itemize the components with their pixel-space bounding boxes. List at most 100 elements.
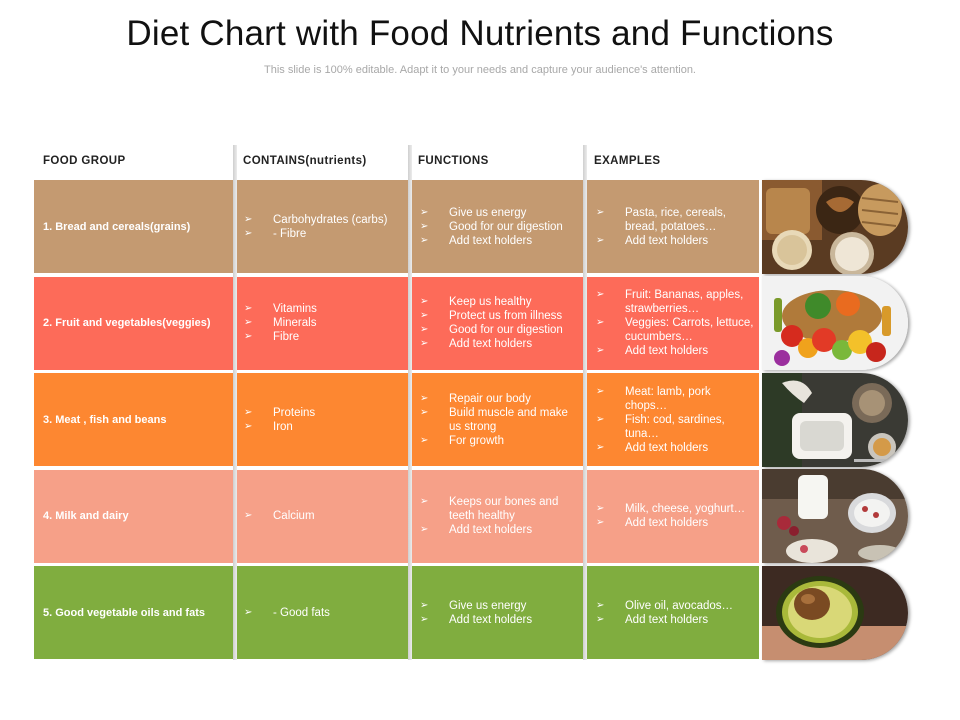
nutrient-item: ➢ Vitamins xyxy=(237,302,409,316)
arrow-bullet-icon: ➢ xyxy=(420,296,429,307)
arrow-bullet-icon: ➢ xyxy=(596,206,605,218)
function-item: ➢ Give us energy xyxy=(413,599,585,613)
example-text: Meat: lamb, pork chops… xyxy=(625,385,711,412)
arrow-bullet-icon: ➢ xyxy=(244,510,253,521)
arrow-bullet-icon: ➢ xyxy=(596,441,605,453)
function-item: ➢ Repair our body xyxy=(413,392,585,406)
nutrient-item: ➢ Calcium xyxy=(237,509,409,523)
example-text: Add text holders xyxy=(625,234,709,247)
nutrient-text: Vitamins xyxy=(273,303,317,315)
function-text: Add text holders xyxy=(449,524,533,536)
example-item: ➢ Veggies: Carrots, lettuce, cucumbers… xyxy=(589,316,759,344)
header-functions: FUNCTIONS xyxy=(418,155,489,167)
function-text: Protect us from illness xyxy=(449,310,563,322)
example-item: ➢ Add text holders xyxy=(589,344,759,358)
example-item: ➢ Meat: lamb, pork chops… xyxy=(589,385,759,413)
function-item: ➢ Good for our digestion xyxy=(413,220,585,234)
arrow-bullet-icon: ➢ xyxy=(420,324,429,335)
arrow-bullet-icon: ➢ xyxy=(596,385,605,397)
arrow-bullet-icon: ➢ xyxy=(596,599,605,611)
table-row: 5. Good vegetable oils and fats ➢ - Good f… xyxy=(34,566,759,659)
arrow-bullet-icon: ➢ xyxy=(420,599,429,611)
nutrient-item: ➢ Minerals xyxy=(237,316,409,330)
fruit-vegetables-photo xyxy=(762,276,908,370)
example-item: ➢ Add text holders xyxy=(589,613,759,627)
food-group-label: 1. Bread and cereals(grains) xyxy=(43,220,191,233)
food-group-label: 3. Meat , fish and beans xyxy=(43,413,167,426)
food-group-label: 4. Milk and dairy xyxy=(43,510,129,522)
arrow-bullet-icon: ➢ xyxy=(244,406,253,418)
arrow-bullet-icon: ➢ xyxy=(244,606,253,618)
header-examples: EXAMPLES xyxy=(594,155,661,167)
table-row: 3. Meat , fish and beans ➢ Proteins ➢ Iron ➢ R… xyxy=(34,373,759,466)
example-text: Add text holders xyxy=(625,441,709,454)
arrow-bullet-icon: ➢ xyxy=(596,317,605,328)
function-item: ➢ Add text holders xyxy=(413,337,585,351)
nutrient-item: ➢ Proteins xyxy=(237,406,409,420)
arrow-bullet-icon: ➢ xyxy=(420,310,429,321)
arrow-bullet-icon: ➢ xyxy=(420,234,429,246)
example-cell: ➢ Olive oil, avocados… ➢ Add text holders xyxy=(589,566,759,659)
arrow-bullet-icon: ➢ xyxy=(244,420,253,432)
example-text: Add text holders xyxy=(625,345,709,357)
table-row: 1. Bread and cereals(grains) ➢ Carbohydrat… xyxy=(34,180,759,273)
example-cell: ➢ Pasta, rice, cereals, bread, potatoes… ➢… xyxy=(589,180,759,273)
function-item: ➢ Keeps our bones and teeth healthy xyxy=(413,495,585,523)
function-cell: ➢ Keeps our bones and teeth healthy ➢ Add t… xyxy=(413,470,585,563)
arrow-bullet-icon: ➢ xyxy=(596,613,605,625)
function-text: Add text holders xyxy=(449,613,533,626)
example-text: Add text holders xyxy=(625,517,709,529)
example-text: Add text holders xyxy=(625,613,709,626)
nutrient-item: ➢ Fibre xyxy=(237,330,409,344)
nutrient-cell: ➢ - Good fats xyxy=(237,566,409,659)
nutrient-item: ➢ Iron xyxy=(237,420,409,434)
arrow-bullet-icon: ➢ xyxy=(420,434,429,446)
function-item: ➢ Build muscle and make us strong xyxy=(413,406,585,434)
nutrient-cell: ➢ Vitamins ➢ Minerals ➢ Fibre xyxy=(237,277,409,370)
example-text: Pasta, rice, cereals, bread, potatoes… xyxy=(625,206,726,233)
arrow-bullet-icon: ➢ xyxy=(420,496,429,507)
arrow-bullet-icon: ➢ xyxy=(244,213,253,225)
function-item: ➢ Give us energy xyxy=(413,206,585,220)
food-group-label: 2. Fruit and vegetables(veggies) xyxy=(43,317,211,329)
function-cell: ➢ Keep us healthy ➢ Protect us from illness… xyxy=(413,277,585,370)
function-item: ➢ Keep us healthy xyxy=(413,295,585,309)
arrow-bullet-icon: ➢ xyxy=(596,503,605,514)
function-text: Repair our body xyxy=(449,392,531,405)
function-item: ➢ For growth xyxy=(413,434,585,448)
nutrient-item: ➢ - Good fats xyxy=(237,606,409,620)
arrow-bullet-icon: ➢ xyxy=(596,234,605,246)
example-text: Olive oil, avocados… xyxy=(625,599,734,612)
arrow-bullet-icon: ➢ xyxy=(244,331,253,342)
example-text: Milk, cheese, yoghurt… xyxy=(625,503,746,515)
nutrient-text: - Good fats xyxy=(273,606,330,619)
milk-dairy-photo xyxy=(762,469,908,563)
avocado-photo xyxy=(762,565,908,660)
arrow-bullet-icon: ➢ xyxy=(420,524,429,535)
example-item: ➢ Add text holders xyxy=(589,516,759,530)
function-item: ➢ Protect us from illness xyxy=(413,309,585,323)
nutrient-cell: ➢ Proteins ➢ Iron xyxy=(237,373,409,466)
function-text: Add text holders xyxy=(449,234,533,247)
example-item: ➢ Pasta, rice, cereals, bread, potatoes… xyxy=(589,206,759,234)
arrow-bullet-icon: ➢ xyxy=(596,517,605,528)
nutrient-text: Carbohydrates (carbs) xyxy=(273,213,388,226)
function-cell: ➢ Give us energy ➢ Add text holders xyxy=(413,566,585,659)
bread-grains-photo xyxy=(762,179,908,274)
meat-fish-photo xyxy=(762,372,908,467)
example-item: ➢ Add text holders xyxy=(589,441,759,455)
function-text: For growth xyxy=(449,434,504,447)
arrow-bullet-icon: ➢ xyxy=(596,289,605,300)
slide-title: Diet Chart with Food Nutrients and Funct… xyxy=(126,14,834,53)
function-cell: ➢ Give us energy ➢ Good for our digestion ➢ A… xyxy=(413,180,585,273)
example-text: Fruit: Bananas, apples, strawberries… xyxy=(625,289,744,315)
function-text: Give us energy xyxy=(449,206,527,219)
example-cell: ➢ Fruit: Bananas, apples, strawberries… ➢ V… xyxy=(589,277,759,370)
example-item: ➢ Add text holders xyxy=(589,234,759,248)
function-cell: ➢ Repair our body ➢ Build muscle and make u… xyxy=(413,373,585,466)
table-row: 2. Fruit and vegetables(veggies) ➢ Vitamin… xyxy=(34,276,759,370)
nutrient-cell: ➢ Carbohydrates (carbs) ➢ - Fibre xyxy=(237,180,409,273)
header-nutrients: CONTAINS(nutrients) xyxy=(243,155,367,167)
arrow-bullet-icon: ➢ xyxy=(420,392,429,404)
column-separator xyxy=(233,145,237,660)
